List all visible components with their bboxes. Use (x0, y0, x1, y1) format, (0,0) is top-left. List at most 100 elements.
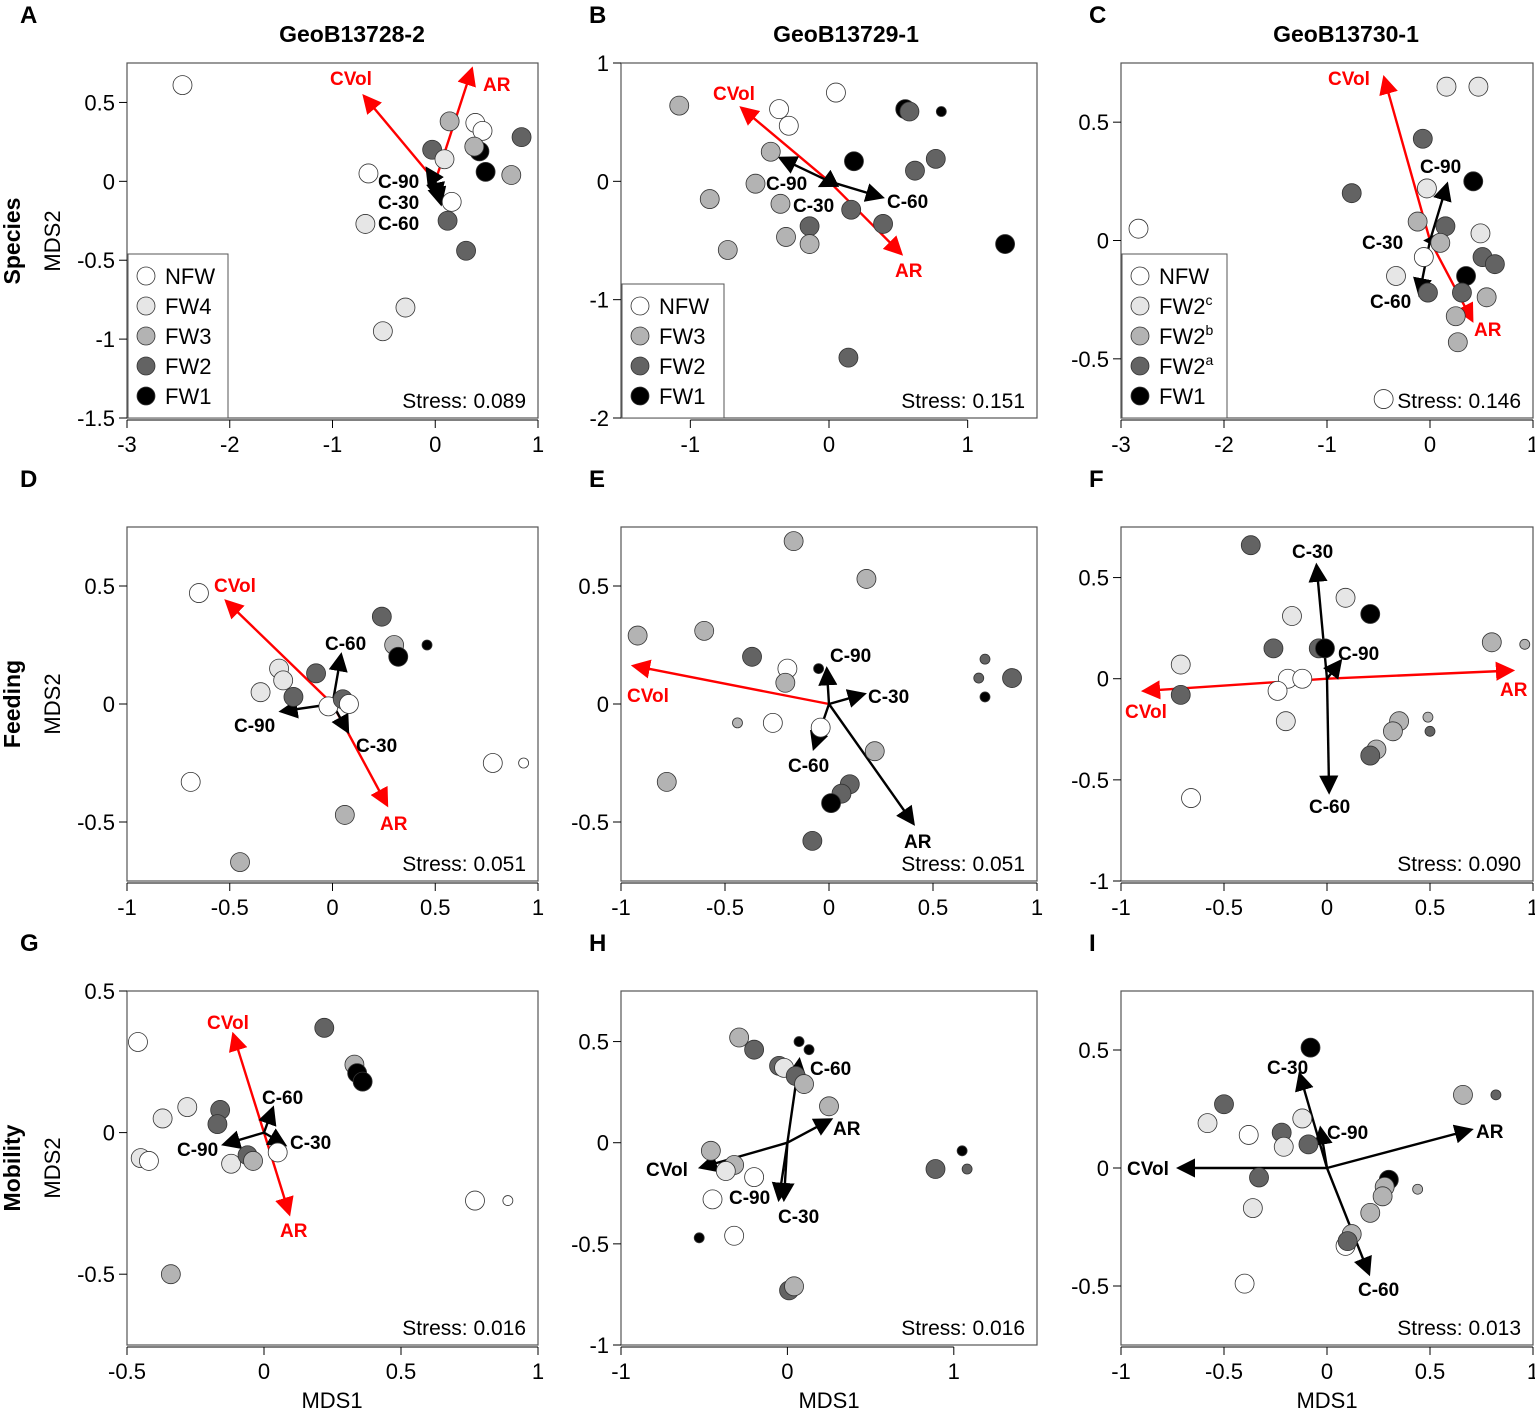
x-tick-label: 1 (532, 895, 544, 920)
arrow-label-cvol: CVol (646, 1160, 688, 1181)
point-nfw (482, 753, 503, 773)
legend-label: FW2a (1159, 352, 1213, 379)
point-fw4 (1275, 711, 1296, 732)
point-fw4 (395, 297, 416, 318)
point-fw2 (371, 606, 392, 627)
legend-label: FW2c (1159, 292, 1212, 319)
arrow-label-c-60: C-60 (810, 1059, 851, 1080)
arrow-label-c-30: C-30 (1362, 233, 1403, 254)
point-fw1 (935, 106, 947, 117)
point-fw1 (1315, 638, 1335, 659)
arrow-label-ar: AR (895, 261, 923, 282)
row-label-mobility: Mobility (0, 1124, 25, 1211)
y-tick-label: -1.5 (77, 406, 115, 431)
point-fw2 (925, 1159, 946, 1179)
arrow-c-90 (1313, 1125, 1333, 1169)
point-fw2a (1341, 183, 1362, 204)
point-fw2 (742, 646, 762, 667)
point-fw2 (905, 160, 925, 181)
point-nfw (1128, 218, 1149, 239)
legend-label: FW2 (659, 354, 705, 379)
plot-frame (620, 62, 1038, 419)
legend-label-base: FW1 (165, 384, 211, 409)
point-fw2 (1249, 1167, 1269, 1188)
point-fw1 (793, 1036, 805, 1047)
arrow-cvol (362, 94, 437, 183)
legend-label-base: FW2 (1159, 354, 1205, 379)
panel-A: A -3 -2 -1 0 1 -1.5 -1 -0.5 0 0.5 CVol AR C-90C-30C-6… (20, 2, 544, 457)
point-fw3 (799, 234, 820, 254)
point-fw3 (729, 1027, 750, 1048)
x-tick-label: -1 (611, 1359, 631, 1384)
point-fw4 (1242, 1198, 1263, 1219)
legend-label: NFW (1159, 264, 1209, 289)
y-tick-label: 0.5 (578, 574, 609, 599)
point-fw1 (979, 691, 991, 703)
legend-label-base: FW3 (165, 324, 211, 349)
point-fw1 (813, 663, 824, 674)
point-nfw (826, 82, 846, 103)
point-fw3 (243, 1151, 263, 1171)
point-fw2 (925, 148, 946, 169)
panel-H: H -1 0 1 -1 -0.5 0 0.5 CVol AR C-60 C-90 C-30 Stress:… (571, 930, 1038, 1384)
arrow-label-cvol: CVol (713, 84, 755, 105)
point-fw2 (838, 347, 859, 368)
legend: NFW FW4 FW3 FW2 FW1 (127, 253, 229, 419)
point-fw4 (1292, 1108, 1313, 1129)
point-fw2 (1490, 1089, 1502, 1101)
point-fw2 (306, 663, 326, 684)
y-tick-label: 0 (103, 1121, 115, 1146)
point-fw3 (230, 852, 250, 873)
arrow-c-30 (775, 1142, 795, 1203)
y-axis-label-1: MDS2 (40, 210, 65, 271)
legend-marker (1130, 326, 1150, 346)
point-fw3 (334, 805, 355, 825)
arrow-c-60 (427, 181, 447, 207)
point-fw1 (475, 161, 496, 182)
point-fw3 (1481, 632, 1502, 653)
legend-marker (630, 296, 650, 316)
point-fw2c (1417, 178, 1437, 199)
y-tick-label: 0.5 (1078, 110, 1109, 135)
arrow-label-cvol: CVol (627, 686, 669, 707)
point-nfw (518, 757, 530, 769)
panel-E: E -1 -0.5 0 0.5 1 -0.5 0 0.5 CVol AR C-90 C-30 C-60 St… (571, 466, 1043, 920)
point-nfw (339, 694, 359, 714)
point-fw3 (669, 95, 690, 116)
point-fw2 (873, 214, 893, 234)
point-fw2 (1298, 1134, 1319, 1155)
legend-label-base: FW1 (1159, 384, 1205, 409)
arrow-label-c-90: C-90 (234, 716, 275, 737)
legend-marker (630, 326, 650, 346)
arrow-label-ar: AR (483, 75, 511, 96)
arrow-label-c-60: C-60 (1358, 1280, 1399, 1301)
point-fw3 (776, 227, 796, 247)
legend-marker (1130, 356, 1150, 376)
point-nfw (1267, 680, 1288, 701)
arrow-label-ar: AR (1500, 680, 1528, 701)
panel-letter: C (1089, 2, 1106, 29)
x-tick-label: -1 (1317, 432, 1337, 457)
x-tick-label: 1 (948, 1359, 960, 1384)
arrow-c-90 (425, 166, 444, 188)
point-fw2a (1452, 282, 1472, 303)
y-tick-label: 0 (103, 692, 115, 717)
y-tick-label: 0 (1097, 1156, 1109, 1181)
column-title-3: GeoB13730-1 (1273, 21, 1419, 47)
point-fw3 (794, 1074, 814, 1094)
arrow-c-60 (1325, 1167, 1372, 1277)
point-fw2 (1424, 725, 1436, 737)
y-tick-label: -1 (589, 288, 609, 313)
legend-marker (136, 356, 156, 376)
arrow-label-c-30: C-30 (868, 687, 909, 708)
x-axis-label-3: MDS1 (1296, 1388, 1357, 1411)
point-fw1 (803, 1044, 815, 1056)
point-fw2 (1240, 535, 1261, 556)
stress-label: Stress: 0.051 (901, 853, 1025, 876)
arrow-label-cvol: CVol (1127, 1159, 1169, 1180)
point-fw2 (1214, 1094, 1234, 1115)
arrow-label-c-30: C-30 (356, 736, 397, 757)
point-fw3 (160, 1264, 181, 1285)
arrow-label-c-60: C-60 (1309, 797, 1350, 818)
